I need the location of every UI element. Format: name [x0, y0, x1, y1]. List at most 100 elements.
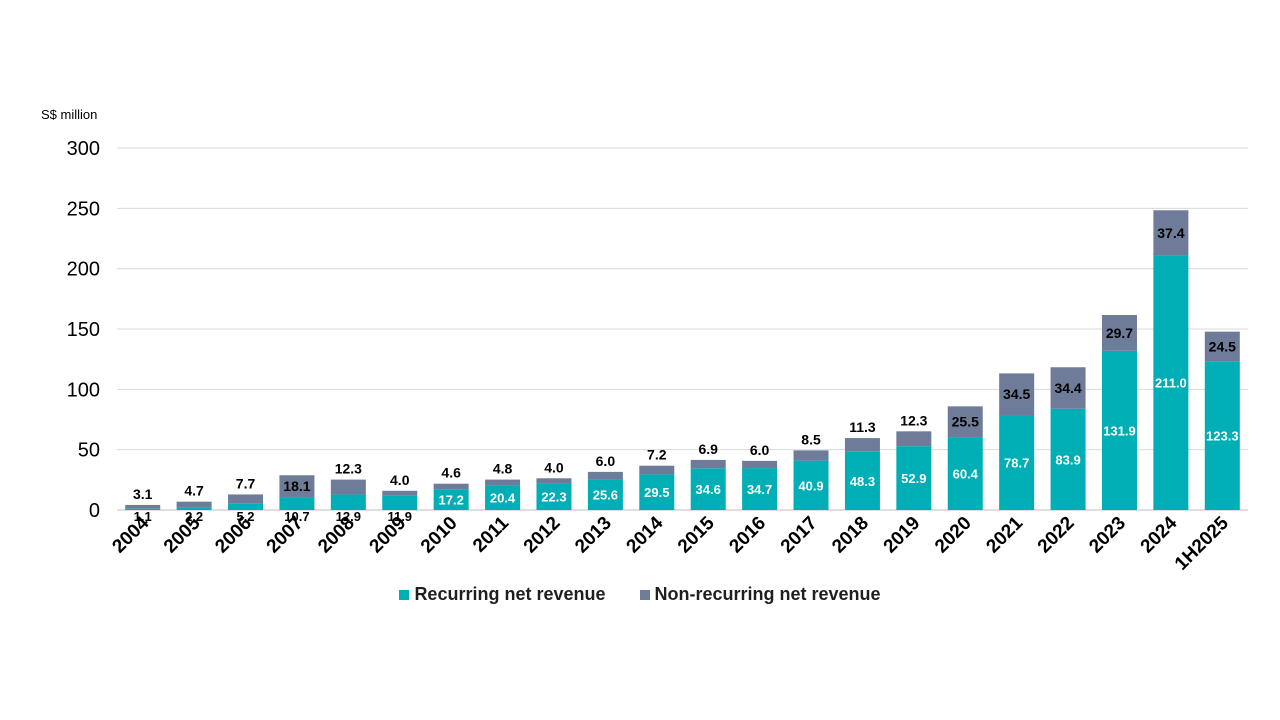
y-axis-unit-label: S$ million: [41, 107, 98, 122]
y-tick-label: 150: [67, 319, 100, 341]
bar-non-recurring: [999, 373, 1035, 416]
data-label-non-recurring: 29.7: [1106, 325, 1133, 341]
data-label-recurring: 1.1: [134, 509, 152, 524]
data-label-non-recurring: 7.2: [647, 447, 667, 463]
bar-non-recurring: [587, 471, 623, 480]
data-label-non-recurring: 6.0: [596, 453, 616, 469]
y-tick-label: 200: [67, 259, 100, 281]
bar-recurring: [125, 508, 161, 510]
x-tick-label: 2011: [469, 512, 513, 556]
y-tick-label: 50: [78, 440, 100, 462]
data-label-non-recurring: 18.1: [283, 478, 310, 494]
x-tick-label: 2016: [725, 513, 770, 558]
x-tick-label: 2015: [674, 512, 719, 557]
data-label-recurring: 25.6: [593, 488, 618, 503]
data-label-non-recurring: 25.5: [952, 414, 979, 430]
bar-non-recurring: [1101, 315, 1137, 351]
data-label-recurring: 5.2: [236, 509, 254, 524]
data-label-non-recurring: 4.6: [441, 465, 461, 481]
data-label-non-recurring: 24.5: [1209, 338, 1236, 354]
bar-non-recurring: [1204, 331, 1240, 362]
legend-label-recurring: Recurring net revenue: [414, 584, 606, 604]
bar-recurring: [1153, 255, 1189, 510]
bar-non-recurring: [793, 450, 829, 461]
bar-non-recurring: [742, 460, 778, 469]
bar-non-recurring: [433, 483, 469, 490]
bar-non-recurring: [690, 459, 726, 469]
data-label-recurring: 123.3: [1206, 429, 1239, 444]
bar-non-recurring: [639, 465, 675, 475]
chart-legend: Recurring net revenue Non-recurring net …: [0, 584, 1280, 605]
x-tick-label: 2017: [777, 513, 822, 558]
data-label-recurring: 10.7: [284, 509, 309, 524]
x-tick-label: 2020: [931, 513, 976, 558]
x-tick-label: 2013: [571, 513, 616, 558]
data-label-non-recurring: 34.5: [1003, 386, 1030, 402]
bar-recurring: [947, 437, 983, 510]
data-label-non-recurring: 4.8: [493, 461, 513, 477]
y-tick-label: 100: [67, 379, 100, 401]
legend-swatch-recurring: [399, 589, 410, 600]
bar-recurring: [1101, 350, 1137, 510]
data-label-non-recurring: 4.7: [184, 483, 204, 499]
data-label-non-recurring: 12.3: [900, 412, 927, 428]
data-label-recurring: 34.6: [696, 482, 721, 497]
data-label-recurring: 83.9: [1055, 452, 1080, 467]
bar-recurring: [690, 468, 726, 510]
bar-non-recurring: [536, 478, 572, 484]
data-label-non-recurring: 6.0: [750, 442, 770, 458]
x-tick-label: 2023: [1085, 513, 1130, 558]
bar-non-recurring: [125, 504, 161, 509]
bar-recurring: [485, 485, 521, 510]
x-tick-label: 2014: [623, 512, 668, 557]
data-label-recurring: 78.7: [1004, 456, 1029, 471]
data-label-non-recurring: 4.0: [544, 459, 564, 475]
bar-recurring: [742, 468, 778, 510]
bar-non-recurring: [485, 479, 521, 486]
x-tick-label: 2022: [1034, 513, 1079, 558]
data-label-recurring: 52.9: [901, 471, 926, 486]
data-label-recurring: 20.4: [490, 491, 516, 506]
bar-non-recurring: [896, 431, 932, 447]
data-label-non-recurring: 4.0: [390, 472, 410, 488]
x-tick-label: 2012: [520, 513, 565, 558]
bar-recurring: [1050, 408, 1086, 510]
data-label-non-recurring: 11.3: [849, 419, 876, 435]
bar-non-recurring: [176, 501, 212, 508]
bar-non-recurring: [1050, 367, 1086, 409]
data-label-non-recurring: 12.3: [335, 461, 362, 477]
x-tick-label: 2024: [1137, 512, 1182, 557]
data-label-non-recurring: 37.4: [1157, 225, 1184, 241]
data-label-non-recurring: 34.4: [1054, 380, 1081, 396]
bar-recurring: [330, 494, 366, 510]
bar-non-recurring: [1153, 210, 1189, 256]
y-tick-label: 0: [89, 500, 100, 522]
bar-recurring: [1204, 361, 1240, 510]
data-label-recurring: 60.4: [953, 467, 979, 482]
data-label-recurring: 22.3: [541, 490, 566, 505]
bar-recurring: [639, 474, 675, 510]
bar-recurring: [279, 497, 315, 510]
data-label-recurring: 29.5: [644, 485, 669, 500]
bar-non-recurring: [947, 406, 983, 438]
bar-non-recurring: [330, 479, 366, 495]
bar-non-recurring: [279, 475, 315, 498]
bar-recurring: [536, 483, 572, 510]
data-label-recurring: 40.9: [798, 478, 823, 493]
bar-non-recurring: [844, 438, 880, 452]
data-label-recurring: 34.7: [747, 482, 772, 497]
bar-non-recurring: [382, 490, 418, 496]
data-label-recurring: 48.3: [850, 474, 875, 489]
x-tick-label: 2021: [982, 512, 1027, 557]
bar-recurring: [999, 415, 1035, 510]
bar-recurring: [587, 479, 623, 510]
data-label-recurring: 11.9: [387, 509, 412, 524]
bar-recurring: [228, 503, 264, 510]
bar-recurring: [793, 460, 829, 510]
data-label-recurring: 17.2: [439, 493, 464, 508]
x-tick-label: 2019: [880, 513, 925, 558]
bar-recurring: [382, 495, 418, 510]
data-label-non-recurring: 3.1: [133, 486, 153, 502]
data-label-recurring: 12.9: [336, 509, 361, 524]
